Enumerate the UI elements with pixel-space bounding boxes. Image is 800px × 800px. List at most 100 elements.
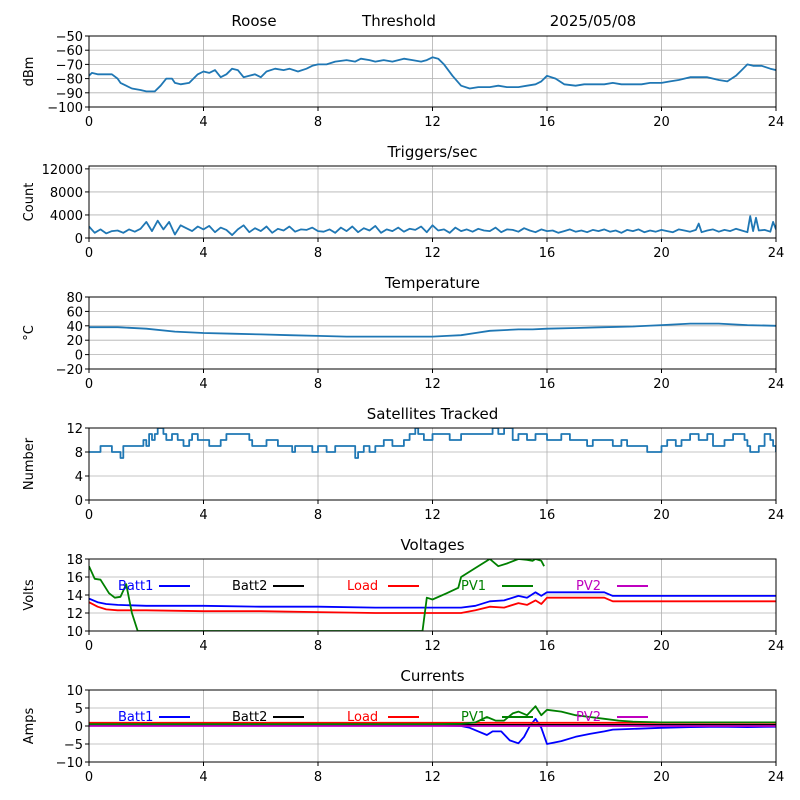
y-axis-label: °C xyxy=(22,325,37,341)
x-tick-label: 24 xyxy=(768,377,785,392)
y-tick-label: 5 xyxy=(75,702,83,717)
y-tick-label: −100 xyxy=(47,101,83,116)
y-tick-label: 40 xyxy=(66,320,83,335)
y-tick-label: 8000 xyxy=(50,186,83,201)
x-tick-label: 24 xyxy=(768,115,785,130)
panel-title: Voltages xyxy=(400,536,464,554)
legend-label-load: Load xyxy=(347,579,378,594)
x-tick-label: 24 xyxy=(768,770,785,785)
x-tick-label: 4 xyxy=(199,115,207,130)
x-tick-label: 0 xyxy=(85,115,93,130)
y-tick-label: 12 xyxy=(66,607,83,622)
y-tick-label: 12000 xyxy=(42,163,83,178)
legend-label-pv2: PV2 xyxy=(576,710,601,725)
x-tick-label: 16 xyxy=(539,770,556,785)
series-line-rssi xyxy=(89,56,776,93)
panel-satellites: 0 4 8 12 16 20 24 0 4 8 12 Number Satellites Tracked xyxy=(22,405,784,523)
series-line-batt1 xyxy=(89,591,776,609)
y-tick-label: −20 xyxy=(56,363,83,378)
x-tick-label: 16 xyxy=(539,246,556,261)
y-tick-label: −90 xyxy=(56,87,83,102)
x-tick-label: 20 xyxy=(653,115,670,130)
y-tick-label: 0 xyxy=(75,494,83,509)
y-tick-label: 10 xyxy=(66,684,83,699)
x-tick-label: 8 xyxy=(314,639,322,654)
y-tick-label: −5 xyxy=(64,738,83,753)
x-tick-label: 24 xyxy=(768,639,785,654)
panel-title: Triggers/sec xyxy=(387,143,478,161)
y-tick-label: 16 xyxy=(66,571,83,586)
x-tick-label: 8 xyxy=(314,508,322,523)
x-tick-label: 4 xyxy=(199,770,207,785)
header-site: Roose xyxy=(231,12,276,30)
x-tick-label: 24 xyxy=(768,246,785,261)
y-tick-label: 80 xyxy=(66,291,83,306)
x-tick-label: 12 xyxy=(424,770,441,785)
series-line-triggers xyxy=(89,215,776,237)
y-axis-label: Count xyxy=(22,183,37,222)
x-tick-label: 0 xyxy=(85,377,93,392)
series-line-satellites xyxy=(89,428,776,459)
x-tick-label: 16 xyxy=(539,377,556,392)
panel-voltages: 0 4 8 12 16 20 24 10 12 14 16 18 Volts Voltages Batt1 B… xyxy=(22,536,784,654)
y-tick-label: 20 xyxy=(66,334,83,349)
panel-title: Satellites Tracked xyxy=(367,405,498,423)
x-tick-label: 0 xyxy=(85,639,93,654)
x-tick-label: 4 xyxy=(199,639,207,654)
legend-label-batt1: Batt1 xyxy=(118,710,153,725)
series-line-pv1 xyxy=(89,705,776,726)
legend-label-batt1: Batt1 xyxy=(118,579,153,594)
y-tick-label: −10 xyxy=(56,756,83,771)
y-tick-label: 18 xyxy=(66,553,83,568)
x-tick-label: 0 xyxy=(85,246,93,261)
panel-title: Temperature xyxy=(384,274,480,292)
y-tick-label: 60 xyxy=(66,305,83,320)
x-tick-label: 8 xyxy=(314,770,322,785)
x-tick-label: 12 xyxy=(424,246,441,261)
x-tick-label: 4 xyxy=(199,246,207,261)
y-tick-label: 0 xyxy=(75,349,83,364)
series-line-temperature xyxy=(89,322,776,338)
y-axis-label: Volts xyxy=(22,579,37,611)
x-tick-label: 12 xyxy=(424,377,441,392)
legend-label-pv1: PV1 xyxy=(461,579,486,594)
y-tick-label: −50 xyxy=(56,30,83,45)
legend-label-pv1: PV1 xyxy=(461,710,486,725)
panel-currents: 0 4 8 12 16 20 24 −10 −5 0 5 10 Amps Currents Batt1 Bat… xyxy=(22,667,784,785)
series-line-load xyxy=(89,596,776,614)
y-tick-label: −60 xyxy=(56,44,83,59)
x-tick-label: 8 xyxy=(314,246,322,261)
x-tick-label: 20 xyxy=(653,639,670,654)
y-axis-label: Number xyxy=(22,437,37,490)
y-tick-label: 4000 xyxy=(50,209,83,224)
x-tick-label: 12 xyxy=(424,639,441,654)
y-tick-label: 14 xyxy=(66,589,83,604)
legend-label-batt2: Batt2 xyxy=(232,710,267,725)
x-tick-label: 12 xyxy=(424,508,441,523)
x-tick-label: 20 xyxy=(653,246,670,261)
header-date: 2025/05/08 xyxy=(550,12,636,30)
x-tick-label: 0 xyxy=(85,770,93,785)
x-tick-label: 20 xyxy=(653,377,670,392)
legend-label-load: Load xyxy=(347,710,378,725)
x-tick-label: 16 xyxy=(539,639,556,654)
panel-title: Currents xyxy=(400,667,464,685)
y-tick-label: −80 xyxy=(56,73,83,88)
y-tick-label: 4 xyxy=(75,470,83,485)
legend-label-pv2: PV2 xyxy=(576,579,601,594)
x-tick-label: 4 xyxy=(199,377,207,392)
x-tick-label: 20 xyxy=(653,770,670,785)
x-tick-label: 4 xyxy=(199,508,207,523)
x-tick-label: 0 xyxy=(85,508,93,523)
x-tick-label: 12 xyxy=(424,115,441,130)
x-tick-label: 16 xyxy=(539,508,556,523)
y-tick-label: 12 xyxy=(66,422,83,437)
panel-triggers: 0 4 8 12 16 20 24 0 4000 8000 12000 Count Triggers/s… xyxy=(22,143,784,261)
x-tick-label: 8 xyxy=(314,115,322,130)
x-tick-label: 16 xyxy=(539,115,556,130)
y-axis-label: Amps xyxy=(22,707,37,744)
x-tick-label: 24 xyxy=(768,508,785,523)
